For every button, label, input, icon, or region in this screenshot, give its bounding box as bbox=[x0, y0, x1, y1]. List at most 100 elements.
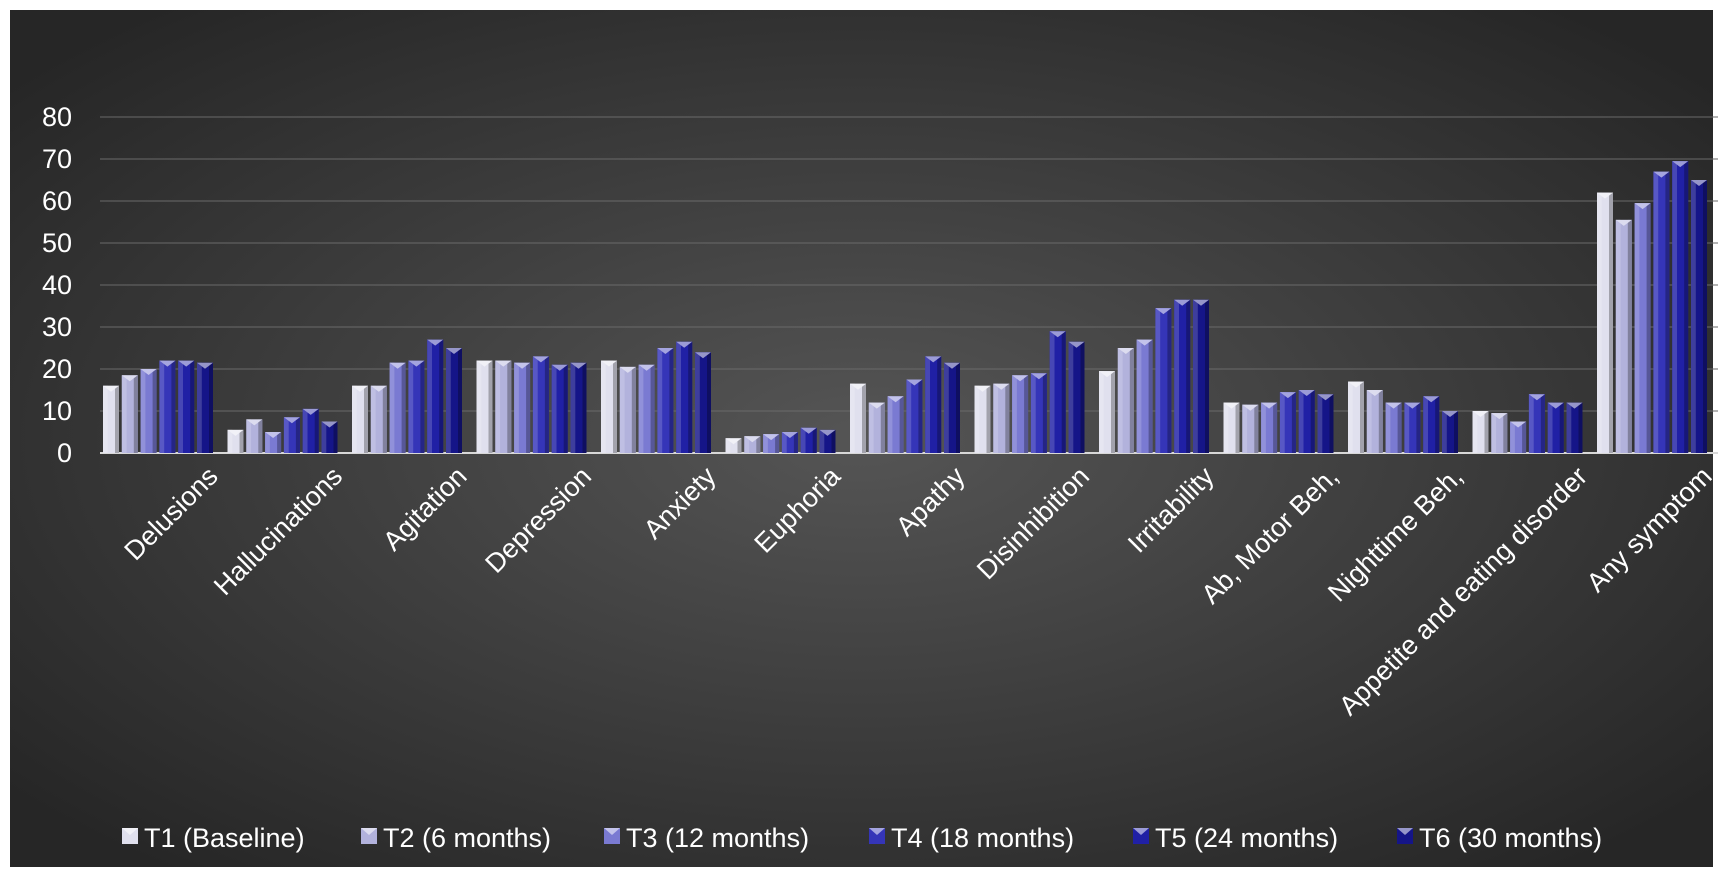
bar bbox=[619, 366, 636, 453]
bar bbox=[159, 360, 176, 453]
y-tick-label: 80 bbox=[42, 102, 72, 132]
bar-highlight bbox=[140, 369, 146, 453]
bar-cap bbox=[744, 436, 761, 443]
bar-cap bbox=[1566, 402, 1583, 409]
bar-cap bbox=[1547, 402, 1564, 409]
legend-swatch bbox=[869, 828, 885, 844]
bar-cap bbox=[1510, 421, 1527, 428]
legend-label: T2 (6 months) bbox=[383, 823, 551, 853]
bar bbox=[178, 360, 195, 453]
bar-shadow bbox=[1665, 171, 1670, 453]
bar-highlight bbox=[103, 385, 108, 453]
bar-cap bbox=[868, 402, 885, 409]
bar bbox=[925, 356, 942, 453]
bar-shadow bbox=[420, 360, 425, 453]
bar-highlight bbox=[476, 360, 482, 453]
bar bbox=[1068, 341, 1085, 453]
bar-shadow bbox=[209, 362, 213, 453]
bar bbox=[427, 339, 444, 453]
bar-cap bbox=[302, 408, 319, 415]
y-tick-label: 70 bbox=[42, 144, 72, 174]
bar-shadow bbox=[1273, 402, 1278, 453]
legend-swatch bbox=[1397, 828, 1413, 844]
bar-highlight bbox=[1366, 390, 1372, 453]
bar bbox=[283, 417, 300, 453]
bar-highlight bbox=[1528, 394, 1534, 453]
bar-cap bbox=[638, 364, 655, 371]
bar bbox=[1223, 402, 1240, 453]
bar-cap bbox=[695, 352, 711, 359]
bar-shadow bbox=[314, 408, 319, 453]
bar bbox=[1242, 404, 1259, 453]
bar-shadow bbox=[295, 417, 300, 453]
bar bbox=[993, 383, 1010, 453]
bar bbox=[819, 429, 836, 453]
bar-highlight bbox=[1597, 192, 1602, 453]
bar-highlight bbox=[1691, 180, 1696, 453]
bar-highlight bbox=[1174, 299, 1179, 453]
bar-cap bbox=[1193, 299, 1209, 306]
bar bbox=[1672, 161, 1689, 453]
bar-shadow bbox=[831, 429, 836, 453]
bar-cap bbox=[121, 375, 138, 382]
bar bbox=[1099, 371, 1115, 453]
y-axis-tick-labels: 0 10 20 30 40 50 60 70 80 bbox=[42, 102, 72, 468]
bar-shadow bbox=[1111, 371, 1115, 453]
bar-cap bbox=[495, 360, 512, 367]
bar-shadow bbox=[1329, 394, 1334, 453]
bar-cap bbox=[408, 360, 425, 367]
bar-highlight bbox=[1491, 413, 1497, 453]
bar-cap bbox=[1279, 392, 1296, 399]
bar bbox=[1261, 402, 1278, 453]
bar-shadow bbox=[115, 385, 119, 453]
bar-shadow bbox=[899, 396, 904, 453]
bar bbox=[695, 352, 711, 453]
bar-cap bbox=[103, 385, 119, 392]
bar-highlight bbox=[370, 385, 376, 453]
bar-cap bbox=[178, 360, 195, 367]
bar-shadow bbox=[1042, 373, 1047, 453]
bar-highlight bbox=[819, 429, 825, 453]
bar bbox=[1117, 348, 1134, 453]
bar-cap bbox=[1068, 341, 1085, 348]
bar bbox=[1279, 392, 1296, 453]
bar-cap bbox=[1261, 402, 1278, 409]
bar-shadow bbox=[650, 364, 655, 453]
bar bbox=[1472, 411, 1489, 453]
bar bbox=[781, 432, 798, 453]
bar-shadow bbox=[582, 362, 587, 453]
y-tick-label: 30 bbox=[42, 312, 72, 342]
bar-highlight bbox=[725, 438, 731, 453]
bar-cap bbox=[1528, 394, 1545, 401]
bar-shadow bbox=[439, 339, 444, 453]
bar-cap bbox=[763, 434, 780, 441]
bar-highlight bbox=[159, 360, 165, 453]
bar-shadow bbox=[1484, 411, 1489, 453]
bar-cap bbox=[944, 362, 960, 369]
bar-highlight bbox=[974, 385, 980, 453]
bar bbox=[676, 341, 693, 453]
bar-cap bbox=[1423, 396, 1440, 403]
legend-item: T4 (18 months) bbox=[869, 823, 1074, 853]
bar-shadow bbox=[171, 360, 176, 453]
bar-shadow bbox=[1627, 219, 1632, 453]
bar-cap bbox=[601, 360, 617, 367]
bar-shadow bbox=[1205, 299, 1209, 453]
bar-highlight bbox=[763, 434, 768, 453]
bar-shadow bbox=[1416, 402, 1421, 453]
bar bbox=[265, 432, 282, 453]
bar bbox=[1012, 375, 1029, 453]
bar-highlight bbox=[1615, 219, 1621, 453]
bar-shadow bbox=[1061, 331, 1066, 453]
bar bbox=[1049, 331, 1066, 453]
bar bbox=[1615, 219, 1632, 453]
bar-shadow bbox=[1559, 402, 1564, 453]
bar-shadow bbox=[401, 362, 406, 453]
legend-label: T5 (24 months) bbox=[1155, 823, 1338, 853]
bar bbox=[1193, 299, 1209, 453]
bar-highlight bbox=[570, 362, 576, 453]
bar-cap bbox=[1049, 331, 1066, 338]
bar-highlight bbox=[1566, 402, 1572, 453]
bar bbox=[551, 364, 568, 453]
legend-swatch bbox=[604, 828, 620, 844]
